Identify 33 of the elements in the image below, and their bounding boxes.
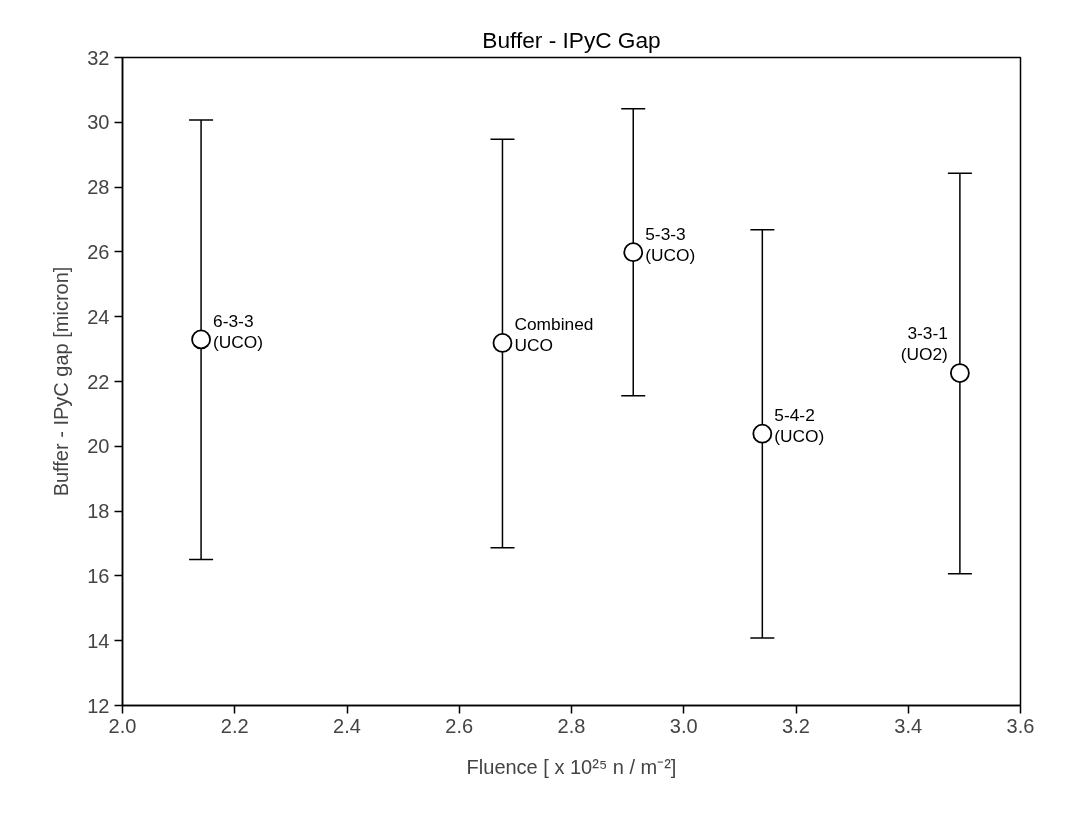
point (752, 423, 773, 444)
y-tick-label: 12 (87, 694, 110, 717)
x-tick-label: 3.2 (782, 714, 810, 737)
annotation: 3-3-1 (UO2) (900, 322, 948, 364)
annotation: 5-4-2 (UCO) (774, 405, 825, 447)
x-tick-label: 2.2 (220, 714, 249, 737)
point (949, 363, 970, 383)
y-tick-label: 14 (87, 629, 110, 652)
point (623, 242, 644, 263)
y-tick-label: 16 (87, 564, 110, 587)
x-tick-label: 2.6 (445, 714, 474, 737)
y-tick-label: 20 (87, 435, 110, 458)
x-tick-label: 3.4 (894, 714, 923, 737)
x-axis-title: Fluence [ x 10²⁵ n / m⁻²] (466, 755, 677, 778)
x-tick-label: 2.0 (108, 714, 137, 737)
annotation: Combined UCO (514, 314, 594, 356)
y-tick-label: 24 (87, 305, 110, 328)
annotation: 5-3-3 (UCO) (645, 223, 696, 265)
y-tick-label: 32 (87, 46, 110, 69)
y-axis-title: Buffer - IPyC gap [micron] (50, 266, 73, 497)
y-tick-label: 26 (87, 240, 110, 263)
point (492, 333, 513, 353)
y-tick-label: 30 (87, 111, 110, 134)
chart-title: Buffer - IPyC Gap (482, 26, 661, 53)
annotation: 6-3-3 (UCO) (213, 310, 264, 352)
x-tick-label: 2.8 (557, 714, 586, 737)
x-tick-label: 2.4 (333, 714, 361, 737)
y-tick-label: 18 (87, 500, 110, 523)
x-tick-label: 3.6 (1006, 714, 1035, 737)
point (191, 329, 211, 350)
y-tick-label: 22 (87, 370, 110, 393)
y-tick-label: 28 (87, 176, 110, 199)
x-tick-label: 3.0 (669, 714, 698, 737)
